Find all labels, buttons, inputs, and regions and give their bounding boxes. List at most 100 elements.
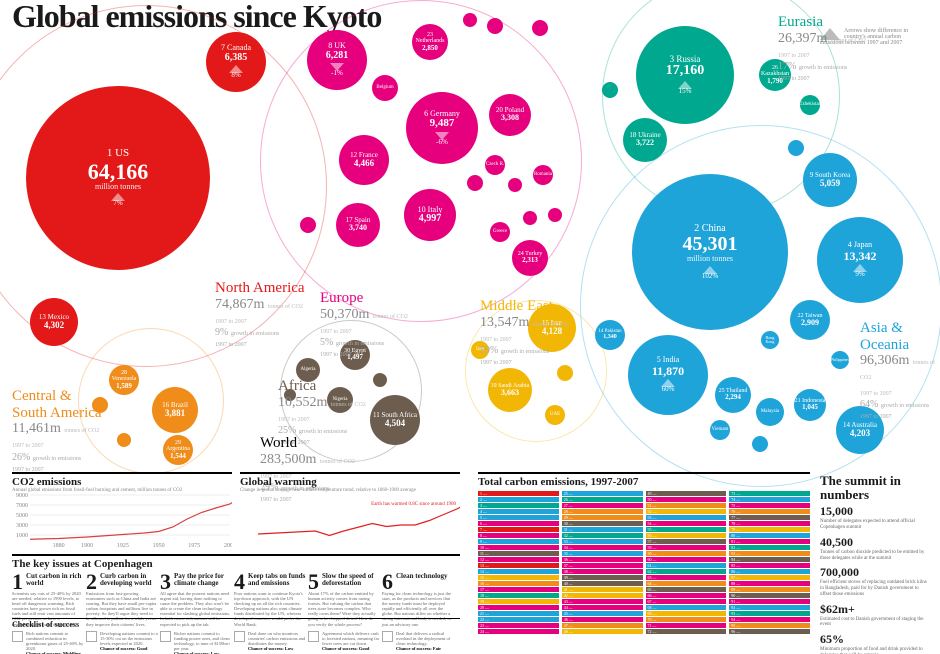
table-row: 36 — [562,557,643,562]
bubble-russia: 3 Russia17,16015% [636,26,734,124]
summit-stat-3: $62m+Estimated cost to Danish government… [820,602,930,629]
bubble-romania: Romania [533,165,553,185]
table-row: 86 — [729,569,810,574]
table-row: 1 — [478,491,559,496]
bubble-libya [373,373,387,387]
table-row: 70 — [646,617,727,622]
table-row: 72 — [646,629,727,634]
bubble-vietnam: Vietnam [710,420,730,440]
table-row: 22 — [478,617,559,622]
table-row: 47 — [562,623,643,628]
checklist-section: Checklist of success Rich nations commit… [12,618,460,654]
table-row: 28 — [562,509,643,514]
co2-chart: 1000300050007000900018801900192519501975… [12,493,232,548]
bubble-hong-kong: Hong Kong [761,331,779,349]
table-row: 20 — [478,605,559,610]
table-row: 48 — [562,629,643,634]
summit-stat-1: 40,500Tonnes of carbon dioxide predicted… [820,535,930,562]
bubble-saudi-arabia: 19 Saudi Arabia3,663 [488,368,532,412]
table-row: 17 — [478,587,559,592]
table-row: 79 — [729,527,810,532]
co2-title: CO2 emissions [12,472,232,488]
table-row: 44 — [562,605,643,610]
region-label-cs_america: Central &South America11,461m tonnes of … [12,388,102,474]
table-row: 56 — [646,533,727,538]
table-row: 58 — [646,545,727,550]
region-label-europe: Europe50,370m tonnes of CO21997 to 20075… [320,290,408,359]
gw-title: Global warming [240,472,460,488]
emissions-table-section: Total carbon emissions, 1997-2007 1 —2 —… [478,472,810,635]
table-row: 33 — [562,539,643,544]
table-row: 15 — [478,575,559,580]
bubble-india: 5 India11,87060% [628,335,708,415]
bubble-sweden [487,18,503,34]
checklist-item-5: Deal that delivers a radical overhaul in… [382,631,454,651]
bubble-philippines: Philippines [831,351,849,369]
region-label-eurasia: Eurasia26,397m tonnes of CO21997 to 2007… [778,14,866,83]
table-row: 3 — [478,503,559,508]
table-row: 9 — [478,539,559,544]
bubble-south-africa: 11 South Africa4,504 [370,395,420,445]
checklist-item-3: Deal done on who monitors countries' car… [234,631,306,651]
table-row: 52 — [646,509,727,514]
table-row: 69 — [646,611,727,616]
table-row: 19 — [478,599,559,604]
table-row: 4 — [478,509,559,514]
table-row: 78 — [729,521,810,526]
bubble-kuwait [557,365,573,381]
bubble-china: 2 China45,301million tonnes102% [632,174,788,330]
table-row: 5 — [478,515,559,520]
bubble-thailand: 25 Thailand2,294 [715,377,751,413]
table-row: 61 — [646,563,727,568]
svg-text:9000: 9000 [16,493,28,499]
table-row: 41 — [562,587,643,592]
table-row: 73 — [729,491,810,496]
table-row: 93 — [729,611,810,616]
bubble-serbia [548,208,562,222]
checklist-item-0: Rich nations commit to combined reductio… [12,631,84,654]
table-row: 67 — [646,599,727,604]
key-issues-section: The key issues at Copenhagen 1Cut carbon… [12,554,460,627]
bubble-n-korea [788,140,804,156]
table-row: 89 — [729,587,810,592]
bubble-portugal [300,217,316,233]
bubble-hungary [508,178,522,192]
bubble-bulgaria [523,211,537,225]
table-row: 43 — [562,599,643,604]
table-row: 50 — [646,497,727,502]
table-row: 83 — [729,551,810,556]
bubble-uk: 8 UK6,281-1% [307,30,367,90]
bubble-singapore [752,436,768,452]
table-row: 40 — [562,581,643,586]
table-row: 51 — [646,503,727,508]
table-row: 62 — [646,569,727,574]
table-row: 76 — [729,509,810,514]
table-row: 42 — [562,593,643,598]
bubble-finland [532,20,548,36]
bubble-netherlands: 23 Netherlands2,850 [412,24,448,60]
table-row: 11 — [478,551,559,556]
table-row: 96 — [729,629,810,634]
bubble-argentina: 29 Argentina1,544 [163,435,193,465]
table-row: 59 — [646,551,727,556]
svg-text:1925: 1925 [117,543,129,548]
bubble-ukraine: 18 Ukraine3,722 [623,118,667,162]
table-row: 66 — [646,593,727,598]
issues-title: The key issues at Copenhagen [12,554,460,570]
checklist-item-1: Developing nations commit to a 15-30% cu… [86,631,158,651]
table-row: 64 — [646,581,727,586]
table-row: 18 — [478,593,559,598]
bubble-canada: 7 Canada6,3858% [206,32,266,92]
bubble-greece: Greece [490,222,510,242]
bubble-japan: 4 Japan13,3429% [817,217,903,303]
svg-text:1950: 1950 [153,543,165,548]
table-row: 12 — [478,557,559,562]
table-row: 13 — [478,563,559,568]
bubble-belgium: Belgium [372,75,398,101]
gw-chart-section: Global warming Change in global average … [240,472,460,553]
table-row: 8 — [478,533,559,538]
svg-text:1900: 1900 [81,543,93,548]
table-row: 57 — [646,539,727,544]
bubble-venezuela: 28 Venezuela1,589 [109,365,139,395]
summit-stat-0: 15,000Number of delegates expected to at… [820,504,930,531]
